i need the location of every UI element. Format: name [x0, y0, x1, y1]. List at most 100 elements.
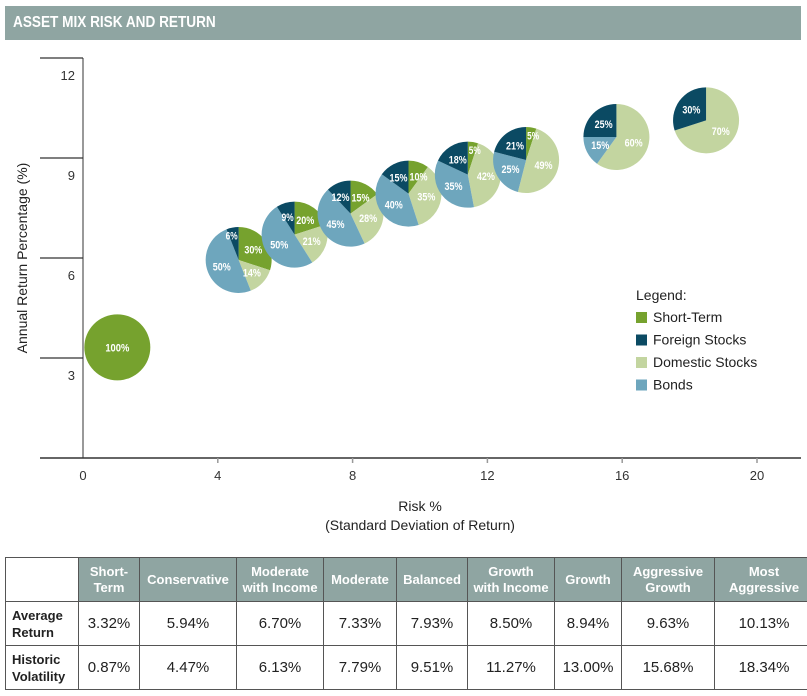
- legend-item: Foreign Stocks: [653, 332, 746, 348]
- pie-label: 5%: [469, 145, 481, 157]
- legend-item: Domestic Stocks: [653, 354, 757, 370]
- column-header-line: Growth: [488, 563, 534, 579]
- x-tick-label: 4: [214, 468, 221, 483]
- legend-title: Legend:: [636, 287, 687, 303]
- column-header-line: with Income: [473, 579, 549, 595]
- pie-label: 35%: [444, 181, 462, 193]
- pie-slice-domestic: [597, 104, 650, 170]
- pie-label: 15%: [352, 192, 370, 204]
- pie-slice-bonds: [317, 189, 365, 247]
- x-tick-label: 16: [615, 468, 629, 483]
- pie-label: 30%: [244, 244, 262, 256]
- y-tick-label: 9: [68, 168, 75, 183]
- row-header-line: Average: [12, 607, 63, 623]
- column-header-line: Moderate: [331, 571, 389, 587]
- table-cell: 9.63%: [621, 601, 715, 646]
- table-cell: 5.94%: [139, 601, 237, 646]
- legend-item: Bonds: [653, 377, 693, 393]
- table-row: Historic Volatility 0.87% 4.47% 6.13% 7.79% 9.…: [5, 645, 807, 690]
- table-cell: 7.93%: [396, 601, 468, 646]
- pie-slice-foreign: [226, 227, 239, 260]
- pie-slice-short-term: [294, 201, 326, 235]
- legend-swatch-bonds: [636, 379, 647, 391]
- pie-slice-domestic: [467, 143, 501, 208]
- pie-slice-foreign: [327, 180, 351, 214]
- x-axis-label: Risk %: [398, 498, 442, 514]
- column-header-line: Most: [748, 563, 780, 579]
- x-tick-label: 20: [750, 468, 764, 483]
- y-axis-label: Annual Return Percentage (%): [14, 163, 30, 354]
- table-corner-cell: [5, 557, 79, 602]
- legend-swatch-foreign: [636, 334, 647, 346]
- table-cell: 6.13%: [236, 645, 324, 690]
- column-header-line: Balanced: [403, 571, 461, 587]
- table-cell: 15.68%: [621, 645, 715, 690]
- pie-slice-short-term: [350, 180, 378, 214]
- y-tick-label: 12: [61, 68, 75, 83]
- column-header: Moderate: [323, 557, 397, 602]
- pie-label: 45%: [327, 219, 345, 231]
- column-header: Most Aggressive: [714, 557, 807, 602]
- column-header-line: Moderate: [251, 563, 309, 579]
- pie-slice-bonds: [261, 206, 313, 268]
- column-header: Short- Term: [78, 557, 140, 602]
- table-cell: 7.33%: [323, 601, 397, 646]
- pie-slice-short-term: [84, 314, 151, 381]
- row-header-line: Historic: [12, 651, 61, 667]
- pie-label: 50%: [270, 239, 288, 251]
- pie-slice-bonds: [493, 151, 527, 192]
- y-tick-label: 3: [68, 368, 75, 383]
- pie-slice-foreign: [381, 160, 409, 194]
- table-header-row: Short- Term Conservative Moderate with Incom…: [5, 557, 807, 602]
- table-cell: 9.51%: [396, 645, 468, 690]
- pie-slice-short-term: [408, 160, 428, 194]
- table-cell: 8.94%: [554, 601, 622, 646]
- pie-label: 35%: [417, 192, 435, 204]
- row-header: Average Return: [5, 601, 79, 646]
- table-cell: 7.79%: [323, 645, 397, 690]
- pie-label: 9%: [282, 212, 294, 224]
- column-header-line: Growth: [565, 571, 611, 587]
- pie-slice-bonds: [434, 160, 474, 208]
- pie-label: 40%: [385, 199, 403, 211]
- column-header-line: Conservative: [147, 571, 229, 587]
- pie-label: 10%: [409, 171, 427, 183]
- pie-label: 15%: [591, 140, 609, 152]
- pie-slice-domestic: [674, 87, 740, 154]
- pie-slice-domestic: [238, 260, 271, 291]
- column-header: Growth with Income: [467, 557, 555, 602]
- pie-label: 18%: [449, 154, 467, 166]
- column-header-line: Aggressive: [728, 579, 800, 595]
- chart-title: ASSET MIX RISK AND RETURN: [13, 14, 216, 31]
- table-cell: 13.00%: [554, 645, 622, 690]
- legend-swatch-short-term: [636, 312, 647, 323]
- pie-slice-bonds: [205, 229, 251, 293]
- pie-label: 49%: [535, 160, 553, 172]
- pie-label: 30%: [682, 105, 700, 117]
- pie-slice-domestic: [294, 224, 328, 263]
- table-cell: 6.70%: [236, 601, 324, 646]
- pie-slice-bonds: [583, 137, 617, 164]
- pie-slice-short-term: [526, 127, 537, 160]
- column-header: Aggressive Growth: [621, 557, 715, 602]
- column-header-line: Aggressive: [632, 563, 704, 579]
- pie-slice-foreign: [437, 141, 468, 175]
- column-header-line: with Income: [242, 579, 318, 595]
- asset-mix-chart: 3 6 9 12 0 4 8 12 16 20 Risk % (Standard Deviation …: [14, 57, 801, 533]
- pie-label: 12%: [332, 192, 350, 204]
- chart-header: ASSET MIX RISK AND RETURN: [5, 6, 801, 40]
- x-axis-label-sub: (Standard Deviation of Return): [325, 517, 515, 533]
- row-header: Historic Volatility: [5, 645, 79, 690]
- pie-label: 14%: [243, 267, 261, 279]
- legend-swatch-domestic: [636, 357, 647, 368]
- pie-label: 21%: [506, 141, 524, 153]
- pie-label: 5%: [527, 131, 539, 143]
- pie-label: 6%: [226, 231, 238, 243]
- table-cell: 3.32%: [78, 601, 140, 646]
- column-header-line: Term: [93, 579, 125, 595]
- table-cell: 4.47%: [139, 645, 237, 690]
- pie-label: 28%: [359, 213, 377, 225]
- pie-slice-bonds: [375, 174, 419, 227]
- pie-label: 25%: [595, 119, 613, 131]
- column-header-line: Short-: [89, 563, 129, 579]
